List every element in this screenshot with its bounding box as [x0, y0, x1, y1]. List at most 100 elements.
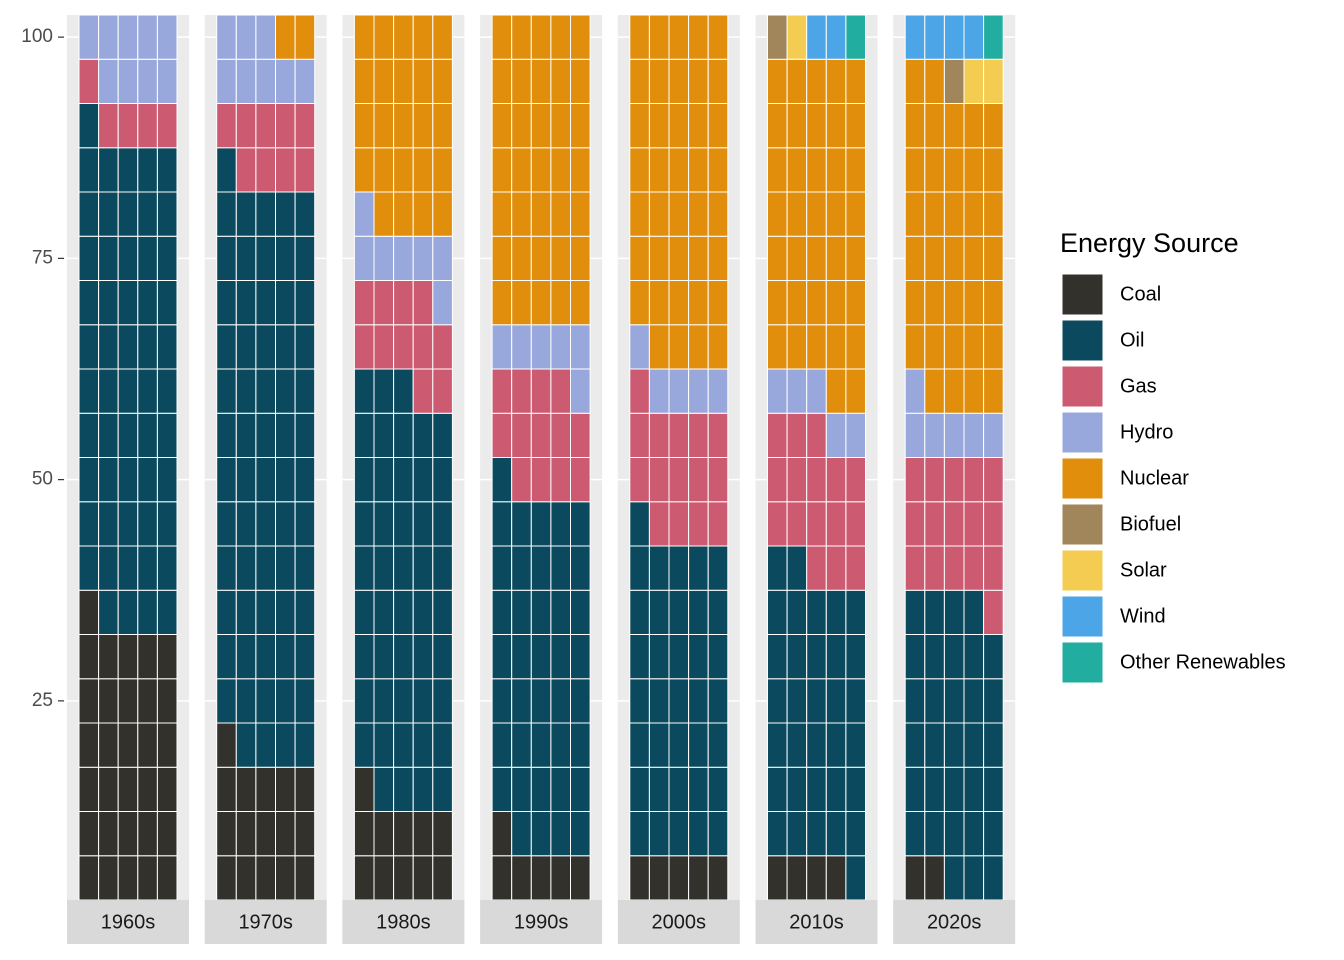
waffle-cell: [904, 766, 926, 812]
waffle-cell: [156, 324, 178, 370]
waffle-cell: [275, 191, 296, 237]
waffle-cell: [491, 191, 513, 237]
waffle-cell: [924, 147, 945, 193]
waffle-cell: [904, 368, 926, 414]
waffle-cell: [983, 855, 1004, 901]
waffle-cell: [983, 589, 1004, 635]
waffle-cell: [629, 811, 650, 857]
waffle-cell: [629, 147, 650, 193]
waffle-cell: [491, 58, 513, 104]
waffle-cell: [78, 545, 100, 591]
waffle-cell: [570, 14, 591, 60]
waffle-cell: [648, 412, 670, 458]
waffle-cell: [983, 412, 1004, 458]
waffle-cell: [294, 634, 316, 680]
legend-key: [1061, 503, 1104, 546]
waffle-cell: [373, 412, 395, 458]
waffle-cell: [786, 766, 808, 812]
waffle-cell: [786, 103, 808, 149]
waffle-cell: [668, 412, 690, 458]
waffle-cell: [117, 678, 139, 724]
waffle-cell: [235, 811, 257, 857]
waffle-cell: [216, 545, 237, 591]
waffle-cell: [648, 678, 670, 724]
waffle-cell: [275, 235, 296, 281]
waffle-cell: [491, 855, 513, 901]
waffle-cell: [904, 103, 926, 149]
waffle-cell: [235, 501, 257, 547]
waffle-cell: [845, 722, 867, 768]
waffle-cell: [78, 678, 100, 724]
waffle-cell: [412, 634, 434, 680]
waffle-cell: [117, 235, 139, 281]
waffle-cell: [943, 766, 965, 812]
waffle-cell: [904, 501, 926, 547]
waffle-cell: [688, 58, 709, 104]
waffle-cell: [688, 191, 709, 237]
waffle-cell: [550, 678, 572, 724]
waffle-cell: [432, 191, 453, 237]
waffle-cell: [845, 589, 867, 635]
waffle-cell: [767, 14, 788, 60]
waffle-cell: [963, 545, 985, 591]
waffle-cell: [373, 589, 395, 635]
waffle-cell: [963, 14, 985, 60]
waffle-cell: [235, 235, 257, 281]
waffle-cell: [294, 589, 316, 635]
waffle-cell: [530, 678, 552, 724]
facet-label: 1970s: [238, 911, 293, 933]
waffle-cell: [216, 280, 237, 326]
waffle-cell: [373, 103, 395, 149]
waffle-cell: [255, 855, 276, 901]
waffle-cell: [275, 457, 296, 503]
strip-background: [755, 900, 878, 944]
legend-key: [1061, 641, 1104, 684]
waffle-cell: [668, 589, 690, 635]
waffle-cell: [707, 855, 729, 901]
waffle-cell: [570, 457, 591, 503]
waffle-cell: [629, 280, 650, 326]
waffle-cell: [767, 545, 788, 591]
waffle-cell: [530, 368, 552, 414]
waffle-cell: [825, 545, 847, 591]
waffle-cell: [530, 855, 552, 901]
waffle-cell: [432, 457, 453, 503]
waffle-cell: [530, 191, 552, 237]
waffle-cell: [294, 545, 316, 591]
waffle-cell: [156, 412, 178, 458]
waffle-cell: [806, 324, 827, 370]
waffle-cell: [707, 412, 729, 458]
waffle-cell: [845, 103, 867, 149]
waffle-cell: [137, 545, 158, 591]
waffle-cell: [825, 103, 847, 149]
waffle-cell: [767, 191, 788, 237]
waffle-cell: [924, 58, 945, 104]
waffle-cell: [353, 191, 375, 237]
waffle-cell: [786, 368, 808, 414]
waffle-cell: [629, 855, 650, 901]
waffle-cell: [156, 14, 178, 60]
waffle-cell: [845, 501, 867, 547]
waffle-cell: [550, 324, 572, 370]
waffle-cell: [353, 545, 375, 591]
waffle-cell: [412, 545, 434, 591]
waffle-cell: [668, 14, 690, 60]
waffle-cell: [943, 280, 965, 326]
waffle-cell: [412, 722, 434, 768]
waffle-cell: [786, 147, 808, 193]
waffle-cell: [530, 58, 552, 104]
waffle-cell: [78, 501, 100, 547]
waffle-cell: [156, 634, 178, 680]
waffle-cell: [943, 235, 965, 281]
waffle-cell: [137, 280, 158, 326]
waffle-cell: [235, 457, 257, 503]
waffle-cell: [806, 58, 827, 104]
waffle-cell: [137, 501, 158, 547]
waffle-cell: [767, 501, 788, 547]
waffle-cell: [373, 766, 395, 812]
waffle-cell: [98, 545, 119, 591]
waffle-cell: [156, 457, 178, 503]
waffle-cell: [117, 324, 139, 370]
waffle-cell: [707, 678, 729, 724]
waffle-cell: [688, 14, 709, 60]
